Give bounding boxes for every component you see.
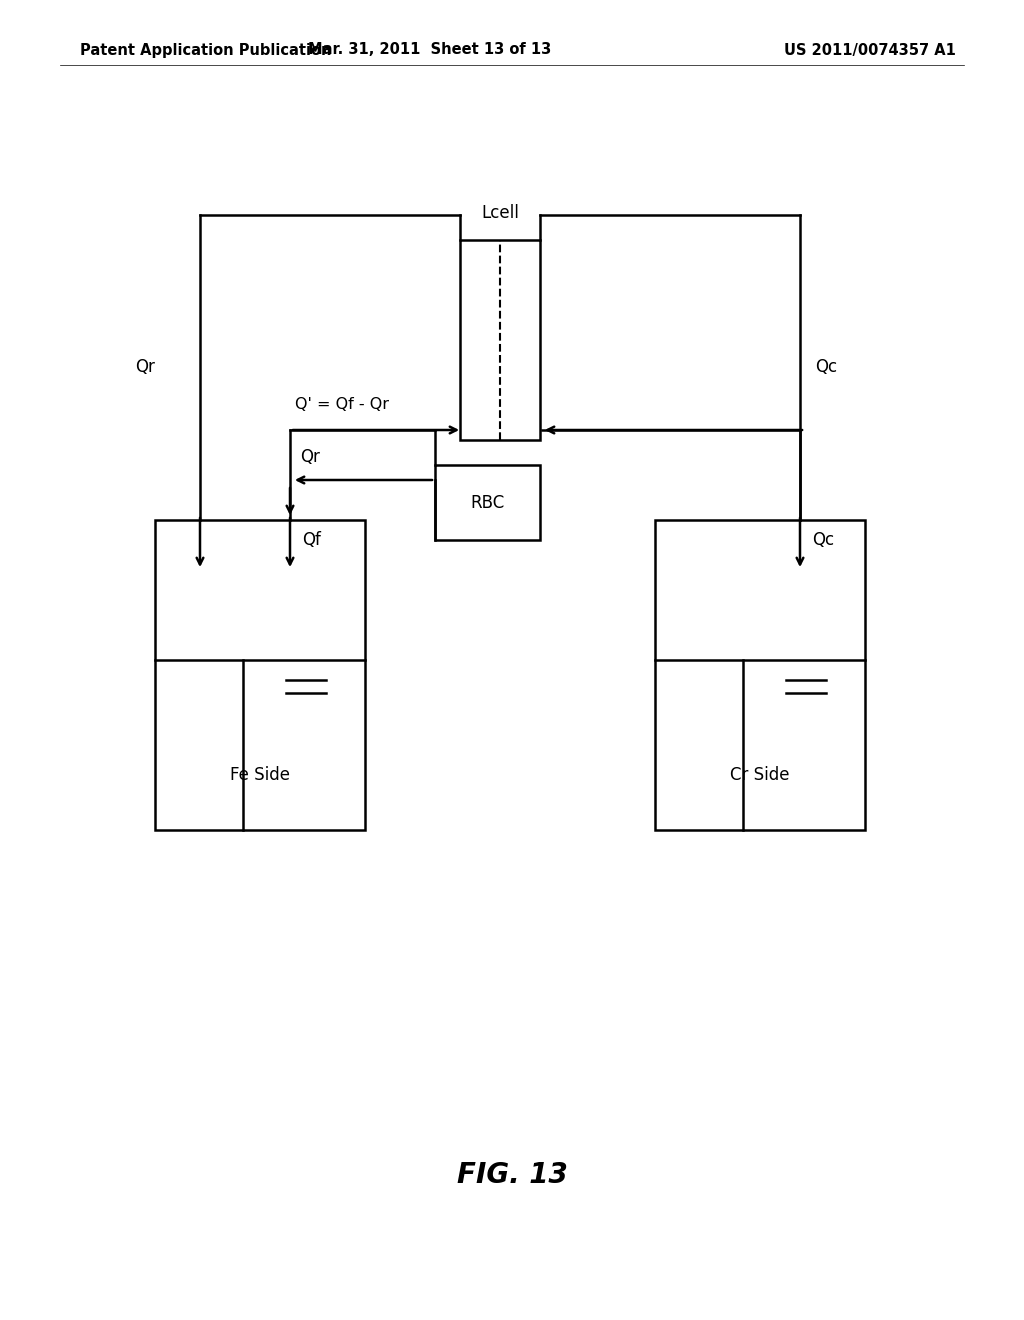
- Text: US 2011/0074357 A1: US 2011/0074357 A1: [784, 42, 956, 58]
- Text: Qc: Qc: [812, 531, 835, 549]
- Bar: [435, 465, 540, 540]
- Text: Fe Side: Fe Side: [230, 766, 290, 784]
- Text: FIG. 13: FIG. 13: [457, 1162, 567, 1189]
- Bar: [155, 520, 365, 830]
- Text: Cr Side: Cr Side: [730, 766, 790, 784]
- Text: Lcell: Lcell: [481, 205, 519, 222]
- Text: Qr: Qr: [135, 359, 155, 376]
- Bar: [655, 520, 865, 830]
- Text: Q' = Qf - Qr: Q' = Qf - Qr: [295, 397, 389, 412]
- Text: Qf: Qf: [302, 531, 321, 549]
- Bar: [460, 240, 540, 440]
- Text: Qc: Qc: [815, 359, 838, 376]
- Text: RBC: RBC: [470, 494, 505, 511]
- Text: Patent Application Publication: Patent Application Publication: [80, 42, 332, 58]
- Text: Mar. 31, 2011  Sheet 13 of 13: Mar. 31, 2011 Sheet 13 of 13: [308, 42, 552, 58]
- Text: Qr: Qr: [300, 447, 319, 466]
